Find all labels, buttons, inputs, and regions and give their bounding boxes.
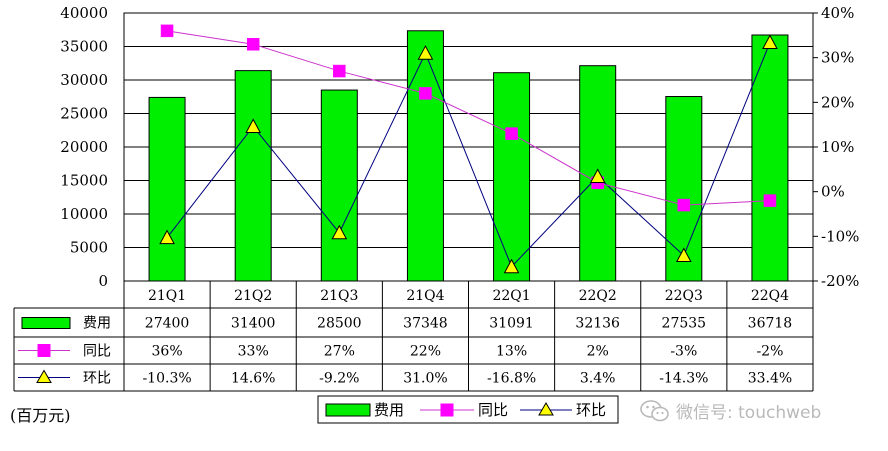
x-tick-label: 22Q4 (751, 288, 789, 304)
wechat-icon (640, 399, 670, 422)
x-tick-label: 22Q2 (579, 288, 617, 304)
legend-label: 同比 (478, 401, 508, 419)
legend-key-yoy-marker (440, 403, 454, 417)
y-left-tick-label: 10000 (60, 205, 108, 223)
data-label: 32136 (575, 316, 620, 332)
data-label: 36718 (748, 316, 793, 332)
table-key-bar (21, 317, 71, 329)
y-right-tick-label: 10% (821, 138, 854, 156)
y-right-tick-label: 0% (821, 183, 845, 201)
data-label: 3.4% (580, 371, 616, 387)
bar-21q1 (148, 96, 186, 282)
x-tick-label: 21Q2 (234, 288, 272, 304)
y-left-tick-label: 25000 (60, 105, 108, 123)
data-label: 31091 (489, 316, 534, 332)
data-label: 33% (238, 344, 269, 360)
yoy-marker-21q1 (160, 24, 174, 38)
x-tick-label: 21Q3 (320, 288, 358, 304)
qoq-marker-21q2 (245, 118, 262, 133)
legend-label: 环比 (576, 401, 606, 419)
watermark: 微信号: touchweb (640, 398, 821, 423)
data-label: 27535 (662, 316, 707, 332)
bar-21q4 (406, 30, 444, 282)
legend-label: 费用 (374, 401, 404, 419)
qoq-marker-21q3 (331, 224, 348, 240)
x-tick-label: 22Q1 (492, 288, 530, 304)
bar-22q1 (493, 72, 531, 282)
y-left-tick-label: 15000 (60, 172, 108, 190)
line-yoy (166, 30, 770, 206)
table-key-yoy-marker (37, 344, 51, 357)
data-label: 14.6% (231, 371, 275, 387)
table-row-label: 费用 (83, 316, 111, 332)
data-label: -16.8% (487, 371, 536, 387)
data-label: -2% (756, 344, 783, 360)
y-right-tick-label: -10% (821, 227, 859, 245)
y-left-tick-label: 35000 (60, 38, 108, 56)
x-tick-label: 21Q1 (148, 288, 186, 304)
data-label: 37348 (403, 316, 448, 332)
bar-22q4 (751, 34, 789, 282)
data-label: 27400 (145, 316, 190, 332)
yoy-marker-22q4 (763, 194, 777, 207)
y-left-tick-label: 0 (98, 272, 108, 290)
qoq-marker-22q3 (675, 247, 692, 263)
data-label: 36% (152, 344, 183, 360)
y-right-tick-label: 20% (821, 93, 854, 111)
legend-key-qoq-marker (538, 402, 554, 416)
yoy-marker-21q3 (333, 64, 346, 78)
legend-key-bar (325, 403, 371, 417)
table-row-label: 同比 (83, 344, 111, 360)
bar-21q3 (320, 89, 358, 282)
data-label: 13% (496, 344, 527, 360)
yoy-marker-22q3 (677, 198, 691, 212)
data-label: 22% (410, 344, 441, 360)
data-label: 27% (324, 344, 355, 360)
qoq-marker-22q1 (503, 258, 520, 274)
data-label: 28500 (317, 316, 362, 332)
y-left-tick-label: 40000 (60, 4, 108, 22)
qoq-marker-21q4 (417, 45, 434, 60)
qoq-marker-22q4 (762, 34, 778, 49)
x-tick-label: 21Q4 (406, 288, 444, 304)
y-left-tick-label: 20000 (60, 138, 108, 156)
data-label: 31.0% (403, 371, 447, 387)
line-qoq (166, 42, 771, 268)
qoq-marker-22q2 (589, 168, 606, 183)
data-label: -3% (670, 344, 697, 360)
y-left-tick-label: 5000 (70, 239, 108, 257)
yoy-marker-22q1 (505, 127, 518, 140)
y-left-tick-label: 30000 (60, 71, 108, 89)
data-label: 31400 (231, 316, 276, 332)
data-label: -9.2% (319, 371, 359, 387)
qoq-marker-21q1 (159, 229, 175, 245)
x-tick-label: 22Q3 (665, 288, 703, 304)
data-label: -14.3% (659, 371, 708, 387)
bar-21q2 (234, 70, 272, 282)
watermark-text: 微信号: touchweb (676, 403, 822, 423)
y-right-tick-label: 40% (821, 4, 854, 22)
y-right-tick-label: 30% (821, 49, 854, 67)
table-row-label: 环比 (83, 371, 111, 387)
table-key-qoq-marker (36, 369, 52, 383)
yoy-marker-21q4 (419, 87, 432, 100)
data-label: 33.4% (748, 371, 792, 387)
yoy-marker-21q2 (246, 38, 260, 51)
unit-label: (百万元) (10, 406, 71, 425)
y-right-tick-label: -20% (821, 272, 859, 290)
data-label: -10.3% (142, 371, 191, 387)
data-label: 2% (587, 344, 609, 360)
